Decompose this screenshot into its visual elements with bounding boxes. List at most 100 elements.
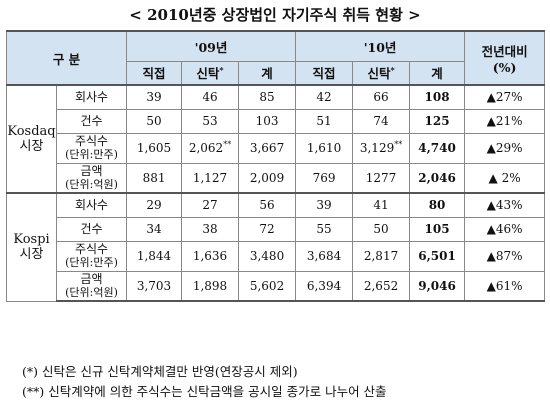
trust-10: 66 <box>352 84 411 110</box>
row-label-main: 주식수 <box>74 242 109 256</box>
direct-09: 3,703 <box>126 270 183 302</box>
direct-header-10: 직접 <box>295 60 354 86</box>
row-label-unit: (단위:만주) <box>65 148 118 161</box>
total-10: 80 <box>409 192 466 218</box>
category-header: 구 분 <box>5 30 128 86</box>
total-10: 105 <box>409 216 466 242</box>
table-row: Kosdaq 시장 회사수 39 46 85 42 66 108 ▲27% <box>6 84 546 194</box>
yoy-change: ▲43% <box>464 192 546 218</box>
market-suffix: 시장 <box>19 247 44 263</box>
yoy-change: ▲29% <box>464 132 546 164</box>
total-10: 2,046 <box>409 162 466 194</box>
direct-10: 55 <box>295 216 354 242</box>
year-2009-header: '09년 <box>126 30 297 62</box>
total-header-10: 계 <box>409 60 466 86</box>
market-name: Kosdaq <box>7 124 56 139</box>
direct-09: 34 <box>126 216 183 242</box>
market-suffix: 시장 <box>19 139 44 154</box>
footnote-trust: (*) 신탁은 신규 신탁계약체결만 반영(연장공시 제외) <box>22 364 298 379</box>
direct-10: 769 <box>295 162 354 194</box>
direct-09: 39 <box>126 84 183 110</box>
row-label: 회사수 <box>55 192 128 218</box>
total-09: 85 <box>238 84 297 110</box>
table-row: 주식수 (단위:만주) 1,844 1,636 3,480 3,684 2,817… <box>7 240 546 272</box>
trust-09: 38 <box>181 216 240 242</box>
trust-09: 27 <box>181 192 240 218</box>
trust-09: 2,062** <box>181 132 240 164</box>
trust-09: 1,127 <box>181 162 240 194</box>
total-09: 2,009 <box>238 162 297 194</box>
total-10: 4,740 <box>409 132 466 164</box>
trust-10-value: 3,129 <box>359 141 395 155</box>
row-label-main: 금액 <box>80 271 103 286</box>
yoy-change: ▲61% <box>464 270 546 302</box>
table-row: 건수 50 53 103 51 74 125 ▲21% <box>7 108 546 134</box>
trust-label-09: 신탁 <box>196 66 220 82</box>
row-label-unit: (단위:만주) <box>65 256 118 269</box>
yoy-header-line1: 전년대비 <box>481 44 528 59</box>
yoy-change: ▲27% <box>464 84 546 110</box>
table-row: 금액 (단위:억원) 3,703 1,898 5,602 6,394 2,652 … <box>7 270 546 302</box>
total-09: 5,602 <box>238 270 297 302</box>
page-title: < 2010년중 상장법인 자기주식 취득 현황 > <box>129 6 421 24</box>
total-10: 9,046 <box>409 270 466 302</box>
direct-09: 881 <box>126 162 183 194</box>
row-label: 주식수 (단위:만주) <box>55 132 128 164</box>
trust-10: 74 <box>352 108 411 134</box>
direct-09: 1,844 <box>126 240 183 272</box>
row-label: 금액 (단위:억원) <box>55 162 128 194</box>
trust-header-09: 신탁* <box>181 60 240 86</box>
table-row: 건수 34 38 72 55 50 105 ▲46% <box>7 216 546 242</box>
trust-10: 2,652 <box>352 270 411 302</box>
total-09: 56 <box>238 192 297 218</box>
total-09: 3,667 <box>238 132 297 164</box>
table-row: Kospi 시장 회사수 29 27 56 39 41 80 ▲43% <box>6 192 546 302</box>
total-10: 6,501 <box>409 240 466 272</box>
row-label-main: 주식수 <box>74 134 109 148</box>
trust-10: 3,129** <box>352 132 411 164</box>
total-09: 72 <box>238 216 297 242</box>
trust-header-10: 신탁* <box>352 60 411 86</box>
yoy-change: ▲ 2% <box>464 162 546 194</box>
yoy-change: ▲87% <box>464 240 546 272</box>
direct-10: 3,684 <box>295 240 354 272</box>
market-name: Kospi <box>13 232 50 248</box>
row-label: 건수 <box>55 108 128 134</box>
direct-10: 6,394 <box>295 270 354 302</box>
row-label: 회사수 <box>55 84 128 110</box>
stock-buyback-table: 구 분 '09년 '10년 전년대비 (%) 직접 신탁* 계 직접 신탁* 계… <box>5 30 546 302</box>
trust-mark-09: * <box>219 65 224 76</box>
market-kospi: Kospi 시장 <box>6 192 57 302</box>
row-label-unit: (단위:억원) <box>65 285 118 299</box>
footnote-share-count: (**) 신탁계약에 의한 주식수는 신탁금액을 공시일 종가로 나누어 산출 <box>22 384 387 399</box>
row-label-unit: (단위:억원) <box>65 177 118 191</box>
trust-09: 46 <box>181 84 240 110</box>
table-row: 금액 (단위:억원) 881 1,127 2,009 769 1277 2,046… <box>7 162 546 194</box>
trust-10: 2,817 <box>352 240 411 272</box>
trust-09: 1,898 <box>181 270 240 302</box>
header-row-years: 구 분 '09년 '10년 전년대비 (%) <box>5 30 546 86</box>
row-label: 주식수 (단위:만주) <box>55 240 128 272</box>
trust-10: 50 <box>352 216 411 242</box>
direct-header-09: 직접 <box>126 60 183 86</box>
trust-label-10: 신탁 <box>367 66 391 82</box>
direct-10: 42 <box>295 84 354 110</box>
year-2010-header: '10년 <box>295 30 466 62</box>
total-10: 125 <box>409 108 466 134</box>
trust-09: 53 <box>181 108 240 134</box>
row-label: 건수 <box>55 216 128 242</box>
total-09: 3,480 <box>238 240 297 272</box>
total-10: 108 <box>409 84 466 110</box>
market-kosdaq: Kosdaq 시장 <box>6 84 57 194</box>
row-label: 금액 (단위:억원) <box>55 270 128 302</box>
yoy-change: ▲46% <box>464 216 546 242</box>
trust-09-value: 2,062 <box>188 141 224 155</box>
trust-09-mark: ** <box>223 140 232 149</box>
direct-10: 1,610 <box>295 132 354 164</box>
yoy-change: ▲21% <box>464 108 546 134</box>
yoy-header: 전년대비 (%) <box>464 30 546 86</box>
row-label-main: 금액 <box>80 163 103 178</box>
total-header-09: 계 <box>238 60 297 86</box>
yoy-header-line2: (%) <box>492 60 517 75</box>
trust-mark-10: * <box>390 65 395 76</box>
